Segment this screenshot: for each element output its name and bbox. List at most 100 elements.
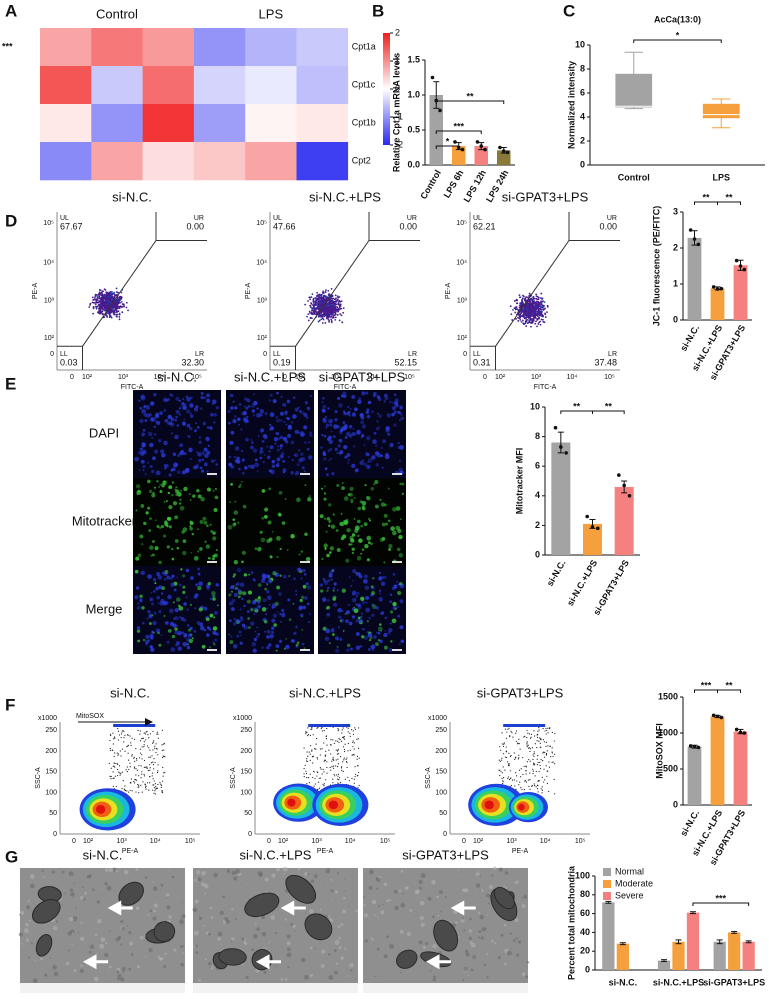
cell-signal <box>269 399 271 401</box>
cell-signal <box>339 439 343 443</box>
cell-dot <box>328 293 330 295</box>
y-tick-label: 10² <box>44 335 55 342</box>
y-tick-label: 10² <box>457 335 468 342</box>
cell-signal <box>353 445 355 447</box>
texture <box>64 893 66 895</box>
texture <box>140 936 144 940</box>
cell-signal <box>302 569 305 572</box>
cell-signal <box>371 645 376 650</box>
cell-signal <box>329 448 332 451</box>
cell-dot <box>520 302 522 304</box>
texture <box>73 883 74 884</box>
texture <box>321 950 325 954</box>
cell-dot <box>547 305 549 307</box>
cell-signal <box>241 450 243 452</box>
cell-signal <box>371 410 374 413</box>
cell-dot <box>104 303 106 305</box>
data-point <box>712 714 716 718</box>
cell-dot <box>123 306 125 308</box>
cell-signal <box>276 650 278 652</box>
cell-dot <box>522 320 524 322</box>
texture <box>70 888 73 891</box>
cell-dot <box>332 314 334 316</box>
cell-signal <box>360 645 363 648</box>
cell-signal <box>331 524 335 528</box>
cell-signal <box>163 441 168 446</box>
event-dot <box>524 789 525 790</box>
cell-signal <box>304 441 307 444</box>
cell-signal <box>158 486 160 488</box>
cell-signal <box>216 633 219 636</box>
event-dot <box>353 730 354 731</box>
y-tick-label: 0 <box>585 964 590 974</box>
cell-signal <box>166 525 168 527</box>
significance-label: * <box>446 136 450 146</box>
event-dot <box>314 771 315 772</box>
event-dot <box>303 768 304 769</box>
cell-signal <box>251 404 255 408</box>
data-point <box>431 76 435 80</box>
data-point <box>438 109 442 113</box>
cell-dot <box>527 304 529 306</box>
cell-signal <box>287 549 289 551</box>
event-dot <box>518 784 519 785</box>
event-dot <box>149 770 150 771</box>
cell-signal <box>179 407 181 409</box>
y-tick-label: 10 <box>530 401 540 411</box>
cell-signal <box>166 576 170 580</box>
cell-signal <box>343 412 346 415</box>
texture <box>52 965 56 969</box>
cell-signal <box>247 610 250 613</box>
cell-dot <box>333 310 335 312</box>
cell-signal <box>324 435 327 438</box>
cell-signal <box>292 414 297 419</box>
cell-dot <box>533 314 535 316</box>
cell-signal <box>147 610 150 613</box>
texture <box>290 923 293 926</box>
event-dot <box>332 782 333 783</box>
event-dot <box>526 737 527 738</box>
cell-signal <box>138 400 140 402</box>
cell-dot <box>534 313 536 315</box>
texture <box>205 958 207 960</box>
x-tick-label: 0 <box>483 374 487 381</box>
cell-signal <box>368 401 372 405</box>
cell-dot <box>527 322 529 324</box>
event-dot <box>153 764 154 765</box>
cell-dot <box>520 296 522 298</box>
event-dot <box>132 790 133 791</box>
event-dot <box>535 775 536 776</box>
event-dot <box>144 760 145 761</box>
cell-dot <box>328 316 330 318</box>
cell-signal <box>154 582 156 584</box>
density-contour <box>518 804 525 811</box>
event-dot <box>109 776 110 777</box>
event-dot <box>145 767 146 768</box>
y-tick-label: 50 <box>49 810 57 817</box>
texture <box>334 949 337 952</box>
y-tick-label: 4 <box>580 111 585 121</box>
event-dot <box>534 764 535 765</box>
cell-signal <box>339 522 343 526</box>
x-tick-label: si-N.C. <box>609 977 638 987</box>
cell-signal <box>238 403 241 406</box>
texture <box>105 942 107 944</box>
event-dot <box>317 789 318 790</box>
cell-dot <box>341 314 343 316</box>
cell-signal <box>366 496 370 500</box>
y-tick-label: 4 <box>535 490 540 500</box>
texture <box>193 907 198 912</box>
event-dot <box>138 792 139 793</box>
event-dot <box>544 730 545 731</box>
cell-signal <box>333 424 338 429</box>
event-dot <box>330 770 331 771</box>
cell-signal <box>182 398 184 400</box>
y-tick-label: 1.5 <box>407 54 420 64</box>
event-dot <box>554 779 555 780</box>
event-dot <box>153 742 154 743</box>
cell-dot <box>111 317 113 319</box>
event-dot <box>348 731 349 732</box>
cell-signal <box>270 426 274 430</box>
cell-signal <box>328 521 330 523</box>
cell-signal <box>400 518 402 520</box>
